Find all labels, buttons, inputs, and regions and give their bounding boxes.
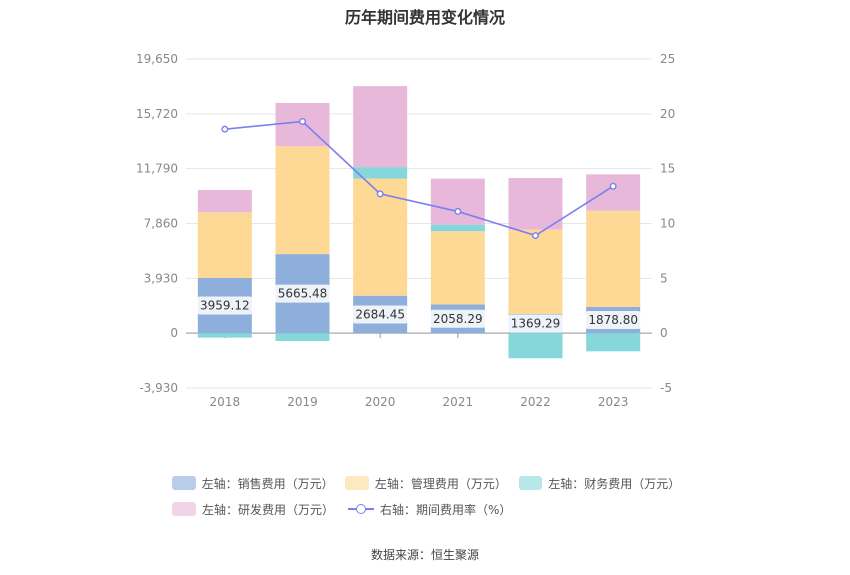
data-label-sales: 2684.45 — [355, 307, 405, 321]
data-label-sales: 3959.12 — [200, 299, 250, 313]
bar-mgmt — [430, 231, 485, 305]
legend-row-2: 左轴：研发费用（万元） 右轴：期间费用率（%） — [172, 498, 692, 520]
left-axis-tick-label: 11,790 — [136, 162, 178, 176]
data-source: 数据来源：恒生聚源 — [370, 548, 479, 562]
legend-item-mgmt[interactable]: 左轴：管理费用（万元） — [345, 475, 507, 492]
data-label-sales: 1878.80 — [588, 313, 638, 327]
bar-mgmt — [508, 229, 563, 315]
line-point-rate — [299, 118, 307, 126]
bar-fin — [430, 224, 485, 232]
legend-label-fin: 左轴：财务费用（万元） — [548, 476, 681, 491]
left-axis-tick-label: 3,930 — [144, 271, 178, 285]
x-axis-tick-label: 2018 — [210, 395, 241, 409]
right-axis-tick-label: 10 — [660, 217, 675, 231]
chart-title: 历年期间费用变化情况 — [344, 8, 505, 27]
right-axis-tick-label: 0 — [660, 326, 668, 340]
line-point-rate — [221, 125, 229, 133]
bar-fin — [508, 333, 563, 359]
data-label-bg — [351, 305, 409, 324]
legend-item-rd[interactable]: 左轴：研发费用（万元） — [172, 501, 334, 518]
x-axis-tick-label: 2022 — [520, 395, 551, 409]
x-axis-tick-label: 2023 — [598, 395, 629, 409]
line-point-rate — [376, 190, 384, 198]
data-label-bg — [429, 309, 487, 328]
line-point-rate — [609, 182, 617, 190]
data-label-bg — [274, 284, 331, 303]
data-label-sales: 1369.29 — [511, 317, 561, 331]
line-point-rate — [454, 207, 462, 215]
legend-item-rate[interactable]: 右轴：期间费用率（%） — [348, 501, 511, 518]
bar-rd — [197, 190, 252, 213]
right-axis-tick-label: 20 — [660, 107, 675, 121]
legend-label-sales: 左轴：销售费用（万元） — [201, 476, 334, 491]
bar-rd — [586, 174, 641, 211]
left-axis-tick-label: -3,930 — [139, 381, 178, 395]
data-label-bg — [584, 311, 642, 330]
legend-swatch-mgmt — [345, 476, 369, 490]
bar-mgmt — [275, 146, 330, 255]
right-axis-tick-label: 25 — [660, 52, 675, 66]
x-axis-tick-label: 2020 — [365, 395, 396, 409]
chart-canvas: -3,930 0 3,930 7,860 11,790 15,720 19,650 -5 0 5 1… — [136, 52, 675, 409]
bar-fin — [275, 333, 330, 341]
legend-label-rd: 左轴：研发费用（万元） — [202, 502, 335, 517]
legend-line-icon-rate — [348, 502, 375, 516]
bar-fin — [353, 167, 408, 179]
right-axis-tick-label: 5 — [660, 271, 668, 285]
legend-swatch-rd — [172, 502, 196, 516]
data-label-bg — [507, 314, 564, 333]
legend-swatch-sales — [172, 476, 196, 490]
x-axis-tick-label: 2019 — [287, 395, 318, 409]
legend-label-mgmt: 左轴：管理费用（万元） — [374, 476, 507, 491]
bar-rd — [353, 86, 408, 168]
line-point-rate — [532, 232, 540, 240]
bar-fin — [586, 333, 641, 352]
data-label-sales: 5665.48 — [278, 287, 328, 301]
right-axis-tick-label: -5 — [660, 381, 672, 395]
x-axis-tick-label: 2021 — [443, 395, 474, 409]
left-axis-tick-label: 0 — [170, 326, 178, 340]
right-axis-tick-label: 15 — [660, 162, 675, 176]
bar-mgmt — [197, 212, 252, 278]
legend-item-sales[interactable]: 左轴：销售费用（万元） — [172, 475, 334, 492]
data-label-sales: 2058.29 — [433, 312, 483, 326]
data-label-bg — [196, 296, 254, 315]
legend-item-fin[interactable]: 左轴：财务费用（万元） — [518, 475, 681, 492]
legend-label-rate: 右轴：期间费用率（%） — [380, 502, 512, 517]
line-rate — [224, 120, 614, 237]
chart-legend: 左轴：销售费用（万元） 左轴：管理费用（万元） 左轴：财务费用（万元） 左轴：研… — [172, 472, 692, 524]
legend-swatch-fin — [518, 476, 543, 490]
bar-rd — [508, 178, 563, 230]
left-axis-tick-label: 7,860 — [144, 217, 178, 231]
left-axis-tick-label: 15,720 — [136, 107, 178, 121]
bar-fin — [197, 333, 252, 338]
bar-mgmt — [586, 210, 641, 307]
left-axis-tick-label: 19,650 — [136, 52, 178, 66]
legend-row-1: 左轴：销售费用（万元） 左轴：管理费用（万元） 左轴：财务费用（万元） — [172, 472, 692, 494]
